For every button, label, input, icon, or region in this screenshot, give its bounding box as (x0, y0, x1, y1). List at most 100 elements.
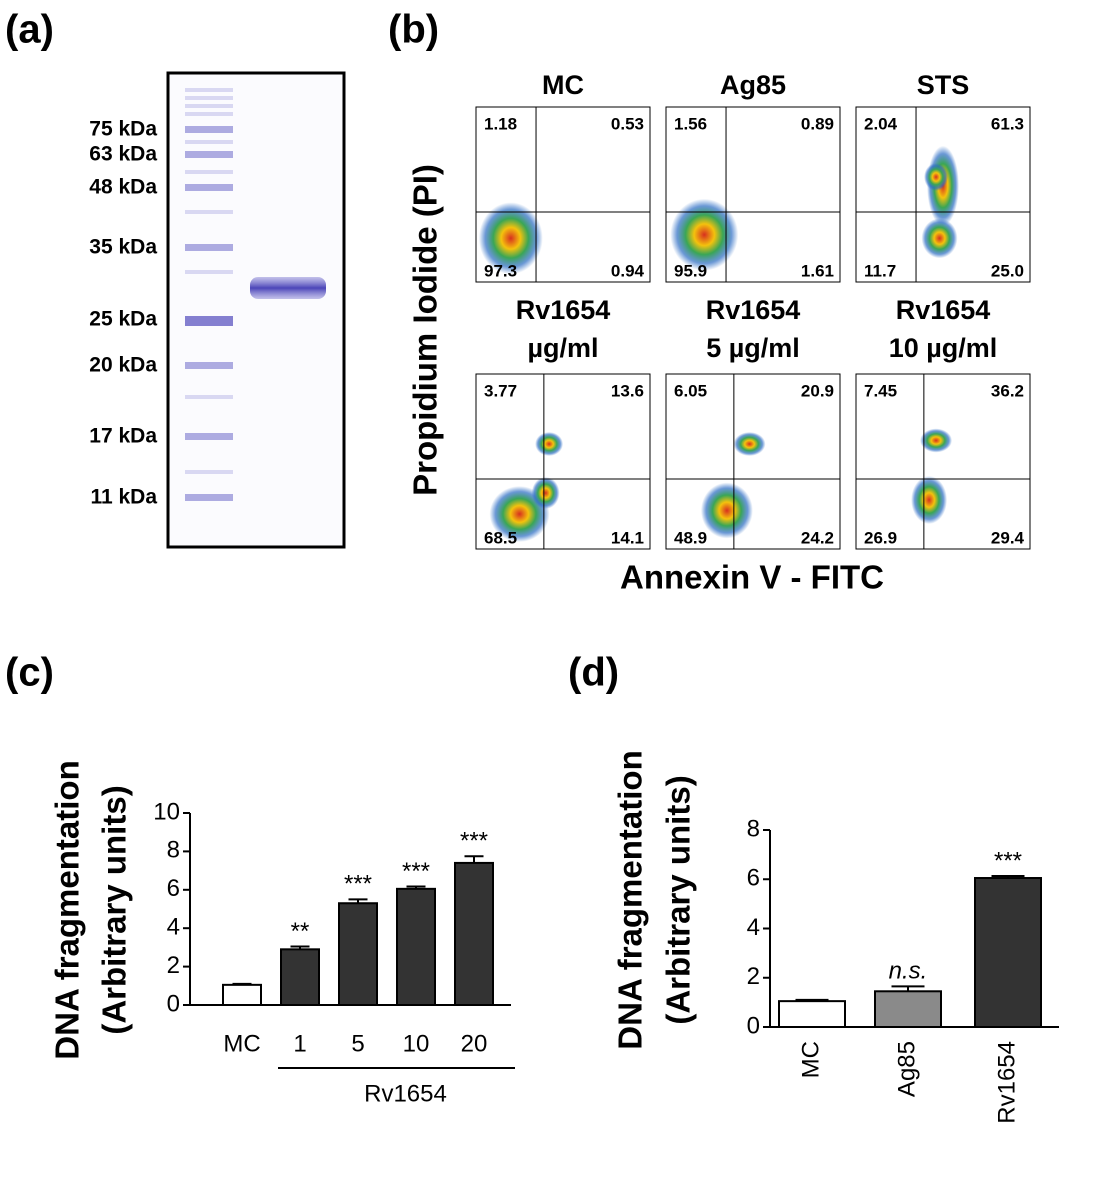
quadrant-value: 7.45 (864, 381, 897, 400)
y-tick-label: 2 (747, 963, 760, 990)
cell-density (911, 476, 948, 524)
quadrant-value: 3.77 (484, 381, 517, 400)
plot-title: Rv1654 (706, 295, 801, 325)
quadrant-value: 61.3 (991, 114, 1024, 133)
quadrant-value: 24.2 (801, 528, 834, 547)
bar (974, 877, 1042, 1028)
flow-y-label: Propidium Iodide (PI) (407, 164, 444, 496)
significance: *** (402, 858, 430, 885)
flow-x-label: Annexin V - FITC (620, 559, 884, 596)
ladder-band (185, 104, 233, 108)
group-label: Rv1654 (364, 1080, 447, 1107)
bar (874, 990, 942, 1029)
ladder-label: 75 kDa (89, 118, 157, 141)
bar (454, 861, 494, 1006)
quadrant-value: 68.5 (484, 528, 517, 547)
bar (338, 902, 378, 1006)
y-tick-label: 2 (167, 952, 180, 979)
plot-title: Rv1654 (896, 295, 991, 325)
ladder-band (185, 210, 233, 214)
x-tick-label: 10 (403, 1030, 430, 1057)
x-tick-label: 1 (293, 1030, 306, 1057)
significance: *** (344, 871, 372, 898)
cell-density (924, 163, 949, 191)
protein-band (250, 277, 326, 299)
y-tick-label: 4 (167, 914, 180, 941)
ladder-label: 48 kDa (89, 176, 157, 199)
ladder-band (185, 494, 233, 501)
bar (222, 983, 262, 1007)
y-axis-label: (Arbitrary units) (96, 785, 133, 1034)
y-tick-label: 10 (153, 798, 180, 825)
plot-title: 10 µg/ml (889, 333, 998, 363)
quadrant-value: 26.9 (864, 528, 897, 547)
plot-title: Ag85 (720, 70, 786, 100)
y-tick-label: 4 (747, 914, 760, 941)
flow-plot (665, 373, 841, 550)
gel (166, 71, 346, 549)
y-axis-label: DNA fragmentation (49, 760, 86, 1059)
x-tick-label: MC (223, 1030, 260, 1057)
quadrant-value: 14.1 (611, 528, 644, 547)
ladder-band (185, 470, 233, 474)
plot-title: MC (542, 70, 584, 100)
ladder-band (185, 112, 233, 116)
significance: n.s. (889, 958, 928, 985)
ladder-label: 25 kDa (89, 308, 157, 331)
ladder-band (185, 395, 233, 399)
ladder-band (185, 270, 233, 274)
ladder-band (185, 170, 233, 174)
plot-title: 5 µg/ml (706, 333, 800, 363)
ladder-band (185, 433, 233, 440)
ladder-band (185, 126, 233, 133)
ladder-band (185, 140, 233, 144)
significance: *** (994, 847, 1022, 874)
flow-plot (855, 373, 1031, 550)
quadrant-value: 97.3 (484, 261, 517, 280)
quadrant-value: 25.0 (991, 261, 1024, 280)
significance: ** (291, 918, 310, 945)
quadrant-value: 1.61 (801, 261, 834, 280)
y-tick-label: 6 (167, 875, 180, 902)
cell-density (478, 202, 543, 275)
bar (778, 1000, 846, 1028)
cell-density (921, 218, 958, 259)
x-tick-label: 5 (351, 1030, 364, 1057)
cell-density (700, 482, 753, 539)
quadrant-value: 1.56 (674, 114, 707, 133)
cell-density (535, 432, 564, 456)
quadrant-value: 95.9 (674, 261, 707, 280)
quadrant-value: 11.7 (864, 261, 896, 280)
quadrant-value: 1.18 (484, 114, 517, 133)
y-axis-label: DNA fragmentation (612, 750, 649, 1049)
panel-label: (c) (5, 651, 54, 695)
x-tick-label: MC (797, 1041, 824, 1078)
y-tick-label: 8 (167, 837, 180, 864)
quadrant-value: 29.4 (991, 528, 1025, 547)
quadrant-value: 36.2 (991, 381, 1024, 400)
ladder-label: 20 kDa (89, 354, 157, 377)
y-tick-label: 8 (747, 815, 760, 842)
cell-density (531, 477, 560, 509)
cell-density (733, 432, 766, 456)
ladder-band (185, 151, 233, 158)
x-tick-label: Ag85 (893, 1041, 920, 1097)
y-tick-label: 0 (747, 1012, 760, 1039)
x-tick-label: Rv1654 (993, 1041, 1020, 1124)
y-tick-label: 0 (167, 990, 180, 1017)
panel-label: (a) (5, 8, 54, 52)
panel-label: (b) (388, 8, 439, 52)
quadrant-value: 6.05 (674, 381, 707, 400)
y-tick-label: 6 (747, 865, 760, 892)
quadrant-value: 0.89 (801, 114, 834, 133)
ladder-band (185, 96, 233, 100)
plot-title: µg/ml (527, 333, 598, 363)
plot-title: STS (917, 70, 970, 100)
ladder-band (185, 316, 233, 326)
cell-density (670, 198, 739, 271)
quadrant-value: 0.94 (611, 261, 645, 280)
cell-density (920, 428, 953, 453)
quadrant-value: 48.9 (674, 528, 707, 547)
ladder-label: 35 kDa (89, 236, 157, 259)
